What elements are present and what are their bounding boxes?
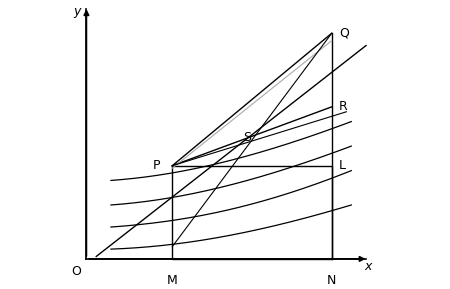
Text: N: N [327, 274, 337, 287]
Text: Q: Q [339, 27, 349, 40]
Text: O: O [72, 265, 81, 278]
Text: x: x [365, 260, 372, 273]
Text: P: P [153, 159, 160, 172]
Text: S: S [243, 131, 252, 144]
Text: L: L [339, 159, 346, 172]
Text: M: M [167, 274, 178, 287]
Text: y: y [73, 5, 80, 18]
Text: R: R [339, 100, 348, 113]
